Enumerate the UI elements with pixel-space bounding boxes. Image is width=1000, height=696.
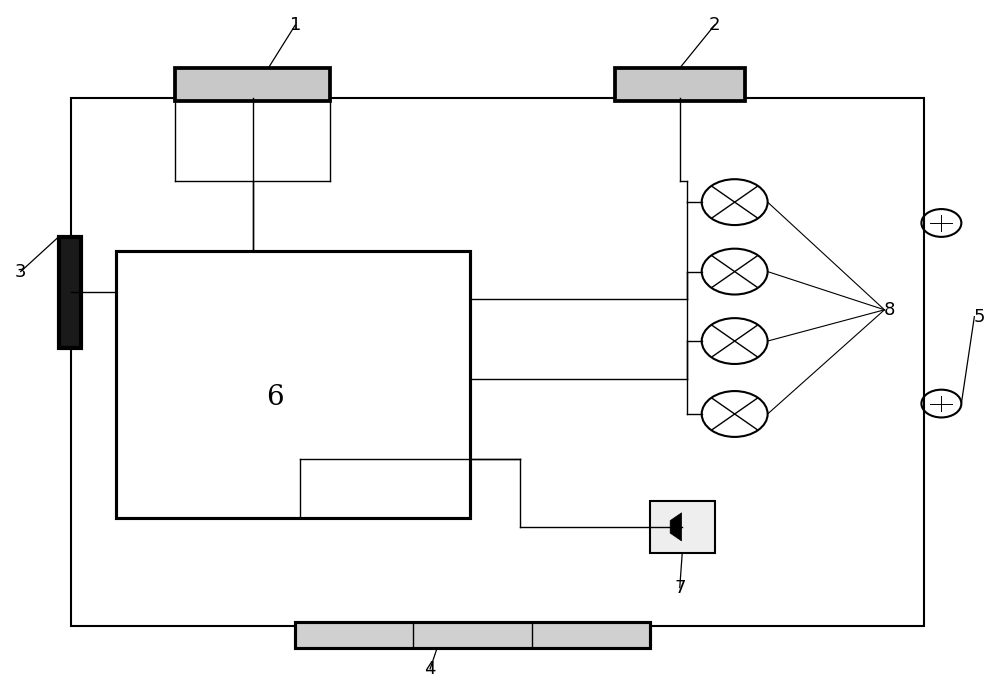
FancyBboxPatch shape	[175, 68, 330, 102]
Text: 6: 6	[266, 384, 284, 411]
FancyBboxPatch shape	[59, 237, 81, 348]
FancyBboxPatch shape	[295, 622, 650, 648]
Text: 2: 2	[709, 16, 720, 34]
Text: 7: 7	[674, 578, 686, 596]
FancyBboxPatch shape	[71, 98, 924, 626]
Text: 5: 5	[974, 308, 985, 326]
Text: 1: 1	[290, 16, 301, 34]
FancyBboxPatch shape	[615, 68, 745, 102]
Text: 4: 4	[424, 660, 436, 678]
Polygon shape	[670, 513, 682, 541]
Text: 3: 3	[15, 262, 26, 280]
FancyBboxPatch shape	[116, 251, 470, 519]
Text: 8: 8	[884, 301, 895, 319]
FancyBboxPatch shape	[650, 501, 715, 553]
